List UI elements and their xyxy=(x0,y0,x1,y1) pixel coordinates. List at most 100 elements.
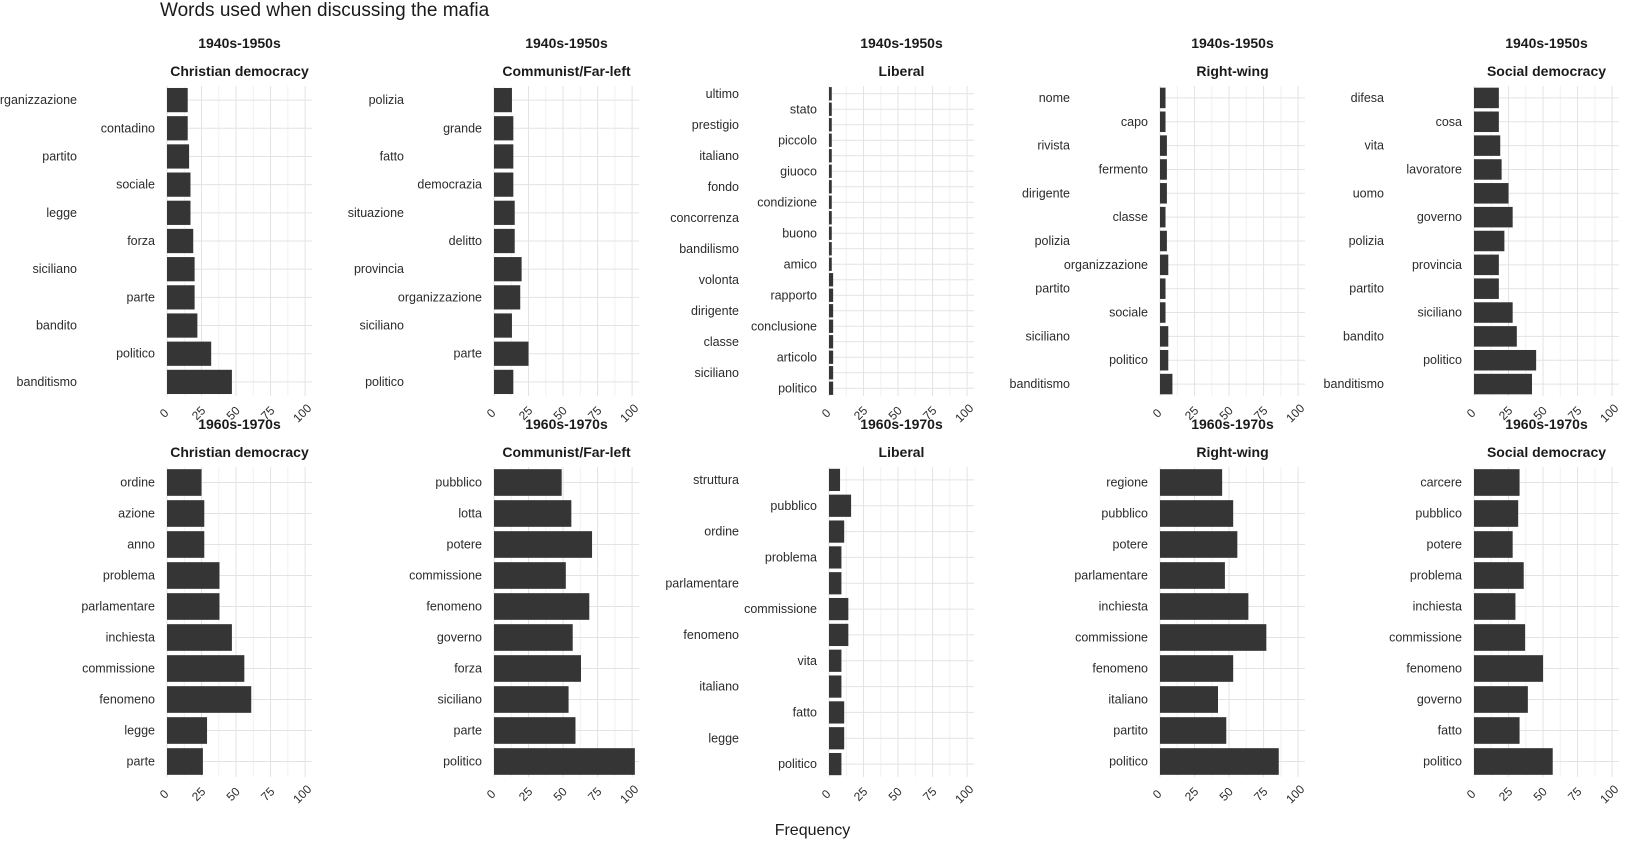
category-label: problema xyxy=(765,550,817,564)
category-label: siciliano xyxy=(1418,306,1463,320)
bar-potere xyxy=(1474,531,1513,558)
category-label: fatto xyxy=(793,705,817,719)
bar-potere xyxy=(494,531,593,558)
bar-italiano xyxy=(1160,686,1218,713)
bar-siciliano xyxy=(1474,302,1513,323)
bar-uomo xyxy=(1474,183,1509,204)
category-label: forza xyxy=(454,662,482,676)
bar-capo xyxy=(1160,111,1166,133)
category-label: fenomeno xyxy=(683,628,739,642)
bar-parte xyxy=(167,748,203,775)
category-label: ordine xyxy=(704,525,739,539)
bar-buono xyxy=(829,226,832,240)
bar-polizia xyxy=(494,87,512,113)
bar-problema xyxy=(167,562,220,589)
category-label: provincia xyxy=(1412,258,1462,272)
bar-piccolo xyxy=(829,133,832,147)
bar-conclusione xyxy=(829,319,834,333)
category-label: conclusione xyxy=(751,319,817,333)
bar-bandito xyxy=(167,313,198,338)
category-label: forza xyxy=(127,234,155,248)
bar-azione xyxy=(167,500,205,527)
bar-problema xyxy=(1474,562,1524,589)
x-axis-title: Frequency xyxy=(774,822,851,839)
bar-lotta xyxy=(494,500,572,527)
bar-bandito xyxy=(1474,326,1517,347)
bar-condizione xyxy=(829,195,832,209)
bar-forza xyxy=(167,228,194,254)
category-label: siciliano xyxy=(360,319,405,333)
category-label: uomo xyxy=(1353,186,1384,200)
category-label: pubblico xyxy=(770,499,817,513)
bar-politico xyxy=(1160,349,1169,371)
panel-party-label: Christian democracy xyxy=(170,444,309,460)
bar-banditismo xyxy=(1160,373,1173,395)
x-tick-label: 0 xyxy=(157,406,172,421)
x-tick-label: 75 xyxy=(1565,784,1585,804)
bar-fenomeno xyxy=(829,623,849,647)
bar-inchiesta xyxy=(167,624,232,651)
panel-period-label: 1960s-1970s xyxy=(1191,416,1274,432)
bar-ordine xyxy=(167,469,202,496)
bar-concorrenza xyxy=(829,211,832,225)
panel-party-label: Communist/Far-left xyxy=(502,444,631,460)
bar-parlamentare xyxy=(1160,562,1225,589)
category-label: dirigente xyxy=(691,304,739,318)
bar-pubblico xyxy=(494,469,562,496)
bar-struttura xyxy=(829,468,841,492)
bar-rivista xyxy=(1160,135,1167,156)
panel-party-label: Right-wing xyxy=(1196,444,1268,460)
x-tick-label: 100 xyxy=(1597,782,1621,806)
bar-commissione xyxy=(829,597,849,621)
x-tick-label: 50 xyxy=(224,784,244,804)
bar-banditismo xyxy=(167,369,232,395)
bar-ordine xyxy=(829,520,845,543)
bar-politico xyxy=(1474,748,1553,775)
bar-anno xyxy=(167,531,205,558)
category-label: fenomeno xyxy=(1406,662,1462,676)
panel-party-label: Social democracy xyxy=(1487,63,1606,79)
category-label: fenomeno xyxy=(426,600,482,614)
bar-regione xyxy=(1160,469,1223,496)
category-label: dirigente xyxy=(1022,186,1070,200)
category-label: bandilismo xyxy=(679,242,739,256)
bar-politico xyxy=(494,748,635,775)
bar-fenomeno xyxy=(494,593,590,620)
bar-classe xyxy=(829,335,834,349)
category-label: governo xyxy=(437,631,482,645)
category-label: banditismo xyxy=(1010,377,1070,391)
category-label: giuoco xyxy=(780,164,817,178)
x-tick-label: 0 xyxy=(484,406,499,421)
category-label: volonta xyxy=(699,273,739,287)
bar-partito xyxy=(167,144,190,169)
category-label: bandito xyxy=(1343,329,1384,343)
bar-potere xyxy=(1160,531,1238,558)
category-label: contadino xyxy=(101,121,155,135)
bar-commissione xyxy=(1474,624,1526,651)
category-label: partito xyxy=(42,149,77,163)
category-label: buono xyxy=(782,226,817,240)
bar-politico xyxy=(494,369,514,395)
category-label: parlamentare xyxy=(665,576,739,590)
category-label: articolo xyxy=(777,350,817,364)
bar-legge xyxy=(167,200,191,225)
bar-classe xyxy=(1160,206,1166,228)
category-label: parte xyxy=(127,755,156,769)
category-label: politico xyxy=(443,755,482,769)
bar-commissione xyxy=(167,655,245,682)
bar-provincia xyxy=(1474,254,1499,276)
bar-dirigente xyxy=(1160,183,1167,204)
category-label: condizione xyxy=(757,195,817,209)
category-label: parte xyxy=(454,724,483,738)
bar-fatto xyxy=(494,144,514,169)
category-label: cosa xyxy=(1436,115,1462,129)
category-label: azione xyxy=(118,507,155,521)
bar-italiano xyxy=(829,149,832,163)
bar-problema xyxy=(829,546,842,569)
bar-pubblico xyxy=(1160,500,1234,527)
x-tick-label: 25 xyxy=(851,784,871,804)
bar-lavoratore xyxy=(1474,159,1502,180)
category-label: fenomeno xyxy=(1092,662,1148,676)
category-label: rapporto xyxy=(770,288,817,302)
x-tick-label: 0 xyxy=(1464,406,1479,421)
